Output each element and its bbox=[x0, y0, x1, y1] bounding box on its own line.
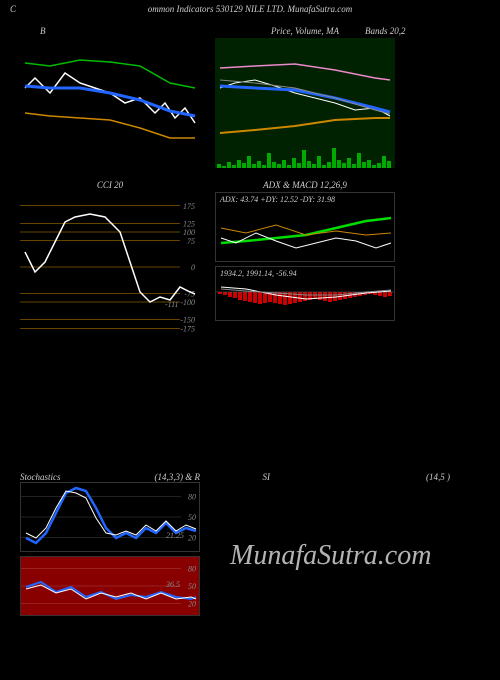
adx-macd-panel: ADX & MACD 12,26,9 ADX: 43.74 +DY: 12.52… bbox=[215, 178, 395, 342]
svg-text:-111: -111 bbox=[165, 300, 178, 309]
bollinger-panel: B bbox=[20, 24, 200, 168]
svg-text:36.5: 36.5 bbox=[165, 580, 180, 589]
svg-text:100: 100 bbox=[183, 228, 195, 237]
adx-title: ADX & MACD 12,26,9 bbox=[215, 178, 395, 192]
svg-text:125: 125 bbox=[183, 219, 195, 228]
price-panel: Price, Volume, MA bbox=[215, 24, 395, 168]
cci-title: CCI 20 bbox=[20, 178, 200, 192]
stochastics-panel: 80 50 20 21.25 bbox=[20, 482, 200, 552]
svg-text:50: 50 bbox=[188, 582, 196, 591]
svg-text:175: 175 bbox=[183, 202, 195, 211]
cci-panel: CCI 20 175125100750-75-100-150-175-111 bbox=[20, 178, 200, 342]
stoch-title-m: (14,3,3) & R bbox=[100, 472, 200, 482]
page-header: C ommon Indicators 530129 NILE LTD. Muna… bbox=[0, 0, 500, 18]
svg-text:21.25: 21.25 bbox=[166, 531, 184, 540]
rsi-panel: 80 50 20 36.5 bbox=[20, 556, 200, 616]
svg-text:80: 80 bbox=[188, 493, 196, 502]
bollinger-title-right: Bands 20,2 bbox=[365, 24, 405, 38]
svg-text:20: 20 bbox=[188, 599, 196, 608]
header-marker: C bbox=[10, 4, 16, 14]
svg-text:20: 20 bbox=[188, 533, 196, 542]
stoch-title-r: (14,5 ) bbox=[270, 472, 450, 482]
svg-text:80: 80 bbox=[188, 565, 196, 574]
svg-text:-150: -150 bbox=[180, 316, 195, 325]
stoch-title-l: Stochastics bbox=[20, 472, 100, 482]
header-title: ommon Indicators 530129 NILE LTD. Munafa… bbox=[148, 4, 353, 14]
svg-text:75: 75 bbox=[187, 237, 195, 246]
svg-text:50: 50 bbox=[188, 513, 196, 522]
bollinger-title-left: B bbox=[20, 24, 200, 38]
svg-text:-100: -100 bbox=[180, 298, 195, 307]
svg-text:0: 0 bbox=[191, 263, 195, 272]
svg-text:-175: -175 bbox=[180, 324, 195, 333]
stoch-title-si: SI bbox=[200, 472, 270, 482]
